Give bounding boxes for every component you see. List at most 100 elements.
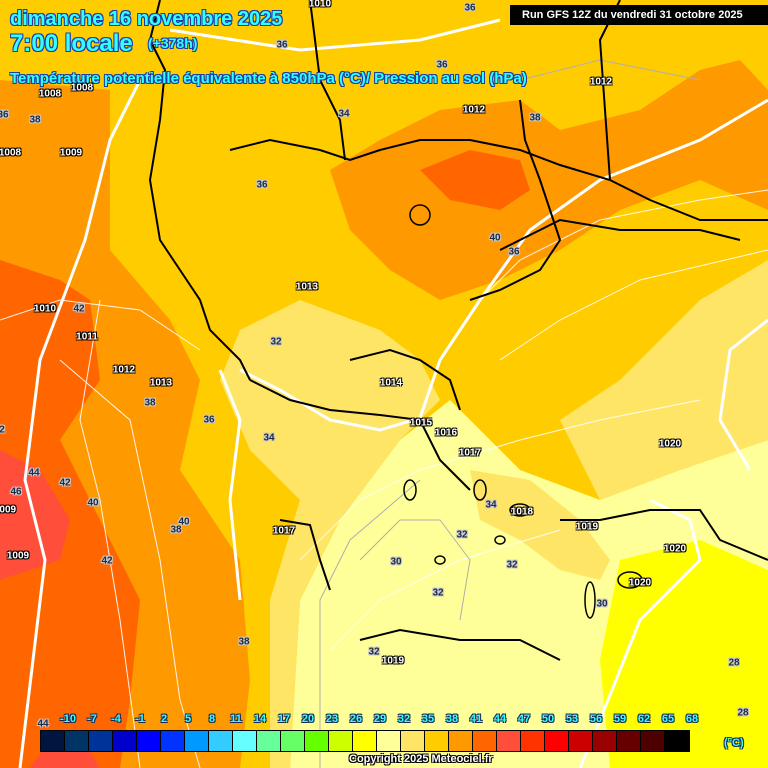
- legend-swatch: [665, 731, 689, 751]
- pressure-label: 1008: [38, 88, 62, 100]
- temperature-label: 36: [203, 414, 215, 426]
- legend-swatch: [545, 731, 569, 751]
- legend-swatch: [89, 731, 113, 751]
- pressure-label: 1020: [658, 438, 682, 450]
- temperature-label: 32: [432, 587, 444, 599]
- temperature-label: 34: [485, 499, 497, 511]
- pressure-label: 1019: [575, 521, 599, 533]
- legend-unit: (°C): [724, 737, 744, 749]
- temperature-label: 30: [390, 556, 402, 568]
- forecast-lead-time: (+378h): [148, 35, 198, 51]
- legend-tick-label: -7: [87, 713, 97, 725]
- pressure-label: 1017: [458, 447, 482, 459]
- isobar-lines: [18, 18, 768, 768]
- temperature-label: 32: [368, 646, 380, 658]
- legend-tick-label: 17: [277, 713, 291, 725]
- temperature-label: 28: [728, 657, 740, 669]
- legend-swatch: [425, 731, 449, 751]
- pressure-label: 1017: [272, 525, 296, 537]
- temp-zone-32-dodec: [470, 470, 610, 580]
- legend-swatch: [617, 731, 641, 751]
- temperature-label: 40: [178, 516, 190, 528]
- legend-swatch: [41, 731, 65, 751]
- pressure-label: 1009: [59, 147, 83, 159]
- legend-swatch: [137, 731, 161, 751]
- legend-tick-label: 59: [613, 713, 627, 725]
- legend-tick-label: 8: [208, 713, 216, 725]
- pressure-label: 1010: [308, 0, 332, 10]
- temperature-label: 40: [489, 232, 501, 244]
- pressure-label: 1011: [76, 331, 98, 343]
- legend-swatch: [281, 731, 305, 751]
- thin-isobars: [0, 189, 768, 768]
- legend-tick-label: 56: [589, 713, 603, 725]
- legend-tick-label: 53: [565, 713, 579, 725]
- temperature-label: 38: [238, 636, 250, 648]
- pressure-label: 1008: [70, 82, 94, 94]
- temperature-label: 36: [256, 179, 268, 191]
- temperature-label: 32: [506, 559, 518, 571]
- legend-tick-label: 50: [541, 713, 555, 725]
- legend-tick-label: 11: [230, 713, 242, 725]
- temp-zone-32: [220, 300, 440, 768]
- temperature-label: 34: [338, 108, 350, 120]
- legend-tick-label: 20: [301, 713, 315, 725]
- temperature-label: 36: [464, 2, 476, 14]
- legend-swatch: [353, 731, 377, 751]
- legend-swatch: [593, 731, 617, 751]
- pressure-label: 1012: [462, 104, 486, 116]
- legend-tick-label: 29: [373, 713, 387, 725]
- legend-tick-label: 14: [253, 713, 267, 725]
- model-run-banner: Run GFS 12Z du vendredi 31 octobre 2025: [510, 5, 768, 25]
- temperature-label: 36: [508, 246, 520, 258]
- legend-swatch: [257, 731, 281, 751]
- legend-swatch: [377, 731, 401, 751]
- legend-swatch: [161, 731, 185, 751]
- temperature-label: 38: [144, 397, 156, 409]
- legend-swatch: [329, 731, 353, 751]
- pressure-label: 1016: [434, 427, 458, 439]
- temperature-label: 36: [276, 39, 288, 51]
- legend-swatch: [233, 731, 257, 751]
- legend-tick-label: 2: [160, 713, 168, 725]
- color-legend: [40, 730, 690, 752]
- temperature-label: 34: [263, 432, 275, 444]
- legend-swatch: [305, 731, 329, 751]
- temperature-label: 42: [73, 303, 85, 315]
- legend-swatch: [401, 731, 425, 751]
- map-description: Température potentielle équivalente à 85…: [10, 70, 527, 87]
- pressure-label: 1013: [295, 281, 319, 293]
- pressure-label: 1019: [381, 655, 405, 667]
- legend-swatch: [185, 731, 209, 751]
- pressure-label: 1013: [149, 377, 173, 389]
- temperature-label: 38: [529, 112, 541, 124]
- temperature-label: 38: [29, 114, 41, 126]
- temperature-label: 38: [170, 524, 182, 536]
- temp-zone-32-east: [560, 260, 768, 500]
- temp-zone-38-northeast: [330, 60, 768, 300]
- pressure-label: 1008: [0, 147, 22, 159]
- legend-tick-label: 38: [445, 713, 459, 725]
- temp-zone-41-core: [420, 150, 530, 210]
- pressure-label: 1020: [628, 577, 652, 589]
- legend-tick-label: 41: [469, 713, 483, 725]
- legend-tick-label: 35: [421, 713, 435, 725]
- legend-tick-label: 65: [661, 713, 675, 725]
- legend-swatch: [497, 731, 521, 751]
- temp-zone-26: [600, 540, 768, 768]
- temperature-label: 30: [596, 598, 608, 610]
- temperature-label: 40: [87, 497, 99, 509]
- forecast-time: 7:00 locale: [10, 30, 133, 57]
- legend-tick-label: 68: [685, 713, 699, 725]
- temperature-label: 36: [436, 59, 448, 71]
- temperature-label: 42: [101, 555, 113, 567]
- temperature-label: 42: [59, 477, 71, 489]
- legend-tick-label: 23: [325, 713, 339, 725]
- temperature-label: 32: [456, 529, 468, 541]
- legend-tick-label: 5: [184, 713, 192, 725]
- temperature-label: 44: [28, 467, 40, 479]
- temperature-label: 44: [37, 718, 49, 730]
- legend-tick-label: -10: [60, 713, 76, 725]
- legend-swatch: [209, 731, 233, 751]
